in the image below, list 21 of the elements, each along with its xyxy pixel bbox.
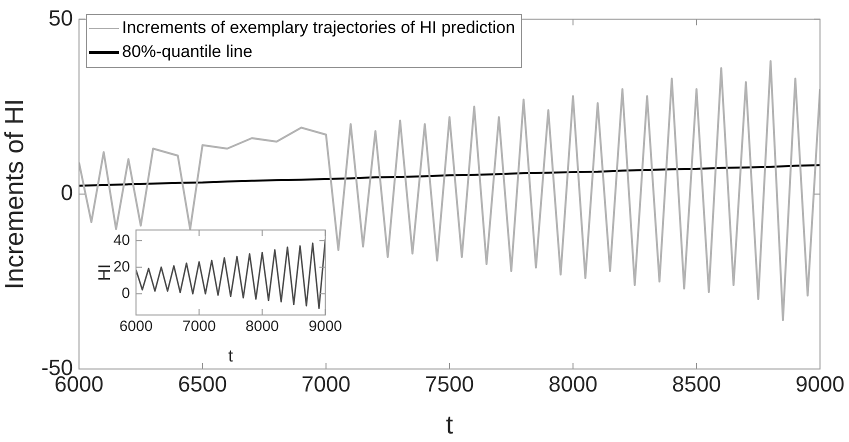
x-tick-label: 6000 [119,318,153,336]
y-axis-title: Increments of HI [0,98,29,290]
legend-label: Increments of exemplary trajectories of HI prediction [122,17,516,39]
x-tick-label: 6500 [178,371,227,396]
x-tick-label: 7000 [302,371,350,396]
y-axis-title: HI [94,264,114,281]
legend-label: 80%-quantile line [122,41,252,63]
x-tick-label: 9000 [796,371,844,396]
y-tick-label: 0 [60,180,73,206]
x-tick-label: 8500 [672,371,721,396]
y-tick-label: 0 [122,284,130,302]
y-tick-label: 50 [48,5,73,30]
x-axis-title: t [228,346,234,366]
y-tick-label: 20 [113,258,130,276]
x-tick-label: 8000 [246,318,279,336]
x-tick-label: 7500 [425,371,474,396]
x-tick-label: 9000 [308,318,342,336]
x-axis-title: t [446,410,454,440]
y-tick-label: 40 [113,232,130,249]
x-tick-label: 8000 [548,371,598,396]
x-tick-label: 7000 [182,318,216,336]
